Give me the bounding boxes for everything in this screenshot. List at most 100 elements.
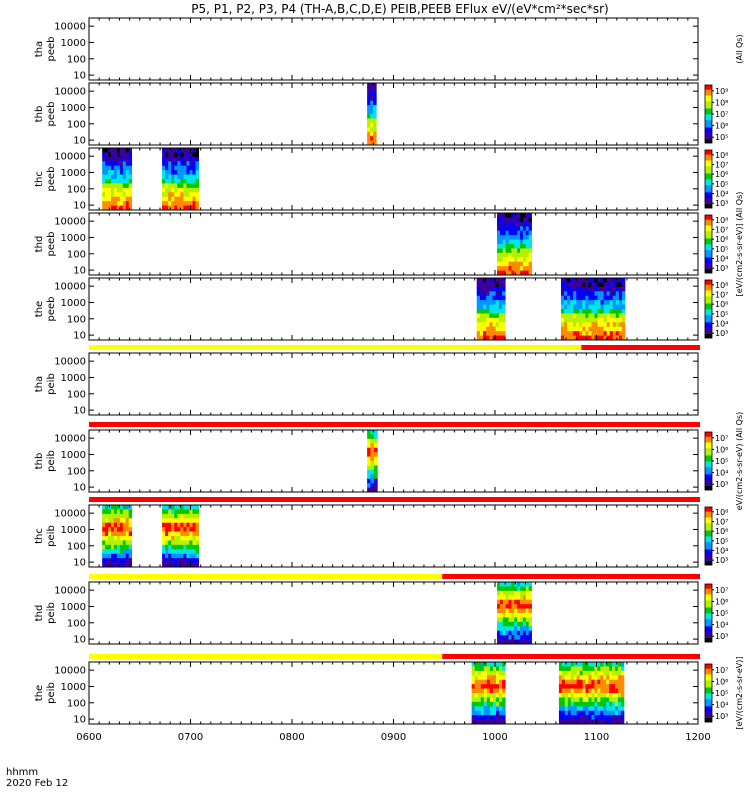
spectrogram-cell	[520, 221, 524, 227]
spectrogram-cell	[618, 282, 623, 288]
colorbar-swatch	[705, 298, 712, 301]
spectrogram-cell	[189, 187, 193, 193]
spectrogram-cell	[585, 317, 589, 323]
spectrogram-cell	[483, 715, 488, 720]
spectrogram-cell	[520, 257, 524, 263]
spectrogram-cell	[111, 518, 115, 524]
spectrogram-cell	[171, 540, 175, 546]
spectrogram-cell	[168, 152, 172, 158]
spectrogram-cell	[480, 679, 485, 685]
spectrogram-cell	[174, 540, 178, 546]
spectrogram-cell	[192, 183, 196, 189]
spectrogram-cell	[609, 326, 614, 332]
spectrogram-cell	[511, 635, 515, 640]
colorbar-swatch	[705, 621, 712, 624]
spectrogram-cell	[561, 666, 566, 672]
spectrogram-cell	[609, 317, 614, 323]
spectrogram-cell	[609, 309, 614, 314]
spectrogram-cell	[582, 688, 586, 694]
spectrogram-cell	[116, 156, 121, 162]
spectrogram-cell	[588, 697, 592, 703]
spectrogram-cell	[558, 719, 563, 725]
spectrogram-cell	[582, 291, 586, 297]
spectrogram-cell	[177, 540, 181, 546]
spectrogram-cell	[489, 719, 494, 725]
spectrogram-cell	[615, 317, 620, 323]
spectrogram-cell	[195, 505, 200, 510]
spectrogram-cell	[615, 300, 620, 305]
spectrogram-cell	[576, 309, 580, 314]
spectrogram-cell	[561, 684, 566, 689]
spectrogram-cell	[615, 675, 619, 681]
spectrogram-cell	[514, 235, 518, 240]
spectrogram-cell	[606, 719, 610, 725]
colorbar-swatch	[705, 127, 712, 129]
spectrogram-cell	[496, 715, 500, 720]
spectrogram-cell	[600, 675, 604, 681]
spectrogram-cell	[561, 719, 566, 725]
spectrogram-cell	[517, 608, 521, 614]
spectrogram-cell	[511, 626, 515, 632]
spectrogram-cell	[582, 322, 586, 328]
spectrogram-cell	[489, 300, 493, 305]
colorbar-tick-label: 10³	[715, 329, 728, 338]
spectrogram-cell	[180, 544, 184, 550]
spectrogram-cell	[560, 322, 565, 328]
spectrogram-cell	[612, 666, 616, 672]
spectrogram-cell	[525, 248, 530, 254]
colorbar-swatch	[705, 719, 712, 721]
spectrogram-cell	[520, 604, 524, 609]
spectrogram-cell	[567, 335, 571, 341]
spectrogram-cell	[600, 706, 604, 712]
spectrogram-cell	[165, 196, 169, 202]
spectrogram-cell	[492, 326, 497, 332]
spectrogram-cell	[600, 326, 604, 332]
spectrogram-cell	[499, 679, 503, 685]
spectrogram-cell	[585, 666, 589, 672]
spectrogram-cell	[514, 230, 518, 236]
spectrogram-cell	[174, 562, 178, 568]
spectrogram-cell	[128, 527, 133, 532]
spectrogram-cell	[373, 483, 378, 488]
colorbar-swatch	[705, 598, 712, 601]
colorbar-swatch	[705, 713, 712, 716]
spectrogram-cell	[511, 230, 515, 236]
spectrogram-cell	[600, 286, 604, 292]
colorbar-swatch	[705, 557, 712, 560]
spectrogram-cell	[489, 278, 493, 283]
spectrogram-cell	[560, 278, 565, 283]
colorbar-swatch	[705, 716, 712, 718]
colorbar-tick-label: 10⁷	[715, 226, 728, 235]
spectrogram-cell	[511, 226, 515, 232]
colorbar-swatch	[705, 520, 712, 522]
colorbar-swatch	[705, 620, 712, 622]
spectrogram-cell	[600, 291, 604, 297]
spectrogram-cell	[502, 599, 507, 605]
colorbar-swatch	[705, 528, 712, 531]
spectrogram-cell	[113, 152, 118, 158]
spectrogram-cell	[186, 505, 190, 510]
spectrogram-cell	[186, 148, 190, 153]
spectrogram-cell	[119, 549, 124, 555]
spectrogram-cell	[525, 266, 530, 271]
spectrogram-cell	[505, 639, 509, 645]
colorbar-swatch	[705, 158, 712, 161]
spectrogram-cell	[573, 304, 577, 310]
y-tick-label: 100	[67, 184, 86, 195]
spectrogram-cell	[496, 706, 500, 712]
colorbar-swatch	[705, 103, 712, 106]
spectrogram-cell	[373, 140, 377, 146]
spectrogram-cell	[471, 684, 476, 689]
spectrogram-cell	[186, 174, 190, 180]
spectrogram-cell	[618, 291, 623, 297]
y-tick-label: 10	[73, 266, 86, 277]
spectrogram-cell	[183, 161, 187, 167]
colorbar-swatch	[705, 176, 712, 178]
spectrogram-cell	[560, 304, 565, 310]
spectrogram-block	[476, 278, 506, 341]
spectrogram-cell	[576, 701, 581, 707]
spectrogram-cell	[486, 309, 490, 314]
spectrogram-cell	[591, 666, 595, 672]
